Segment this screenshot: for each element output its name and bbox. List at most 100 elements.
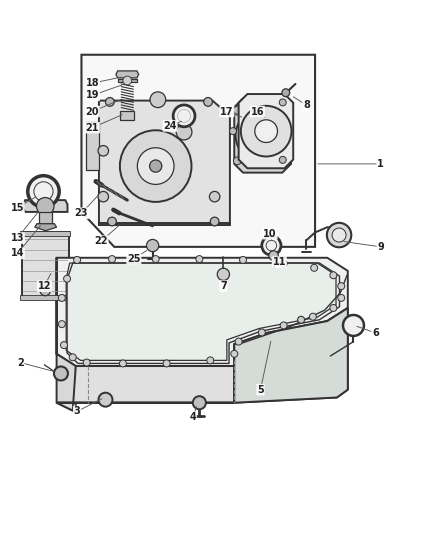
Polygon shape bbox=[118, 79, 137, 82]
Circle shape bbox=[235, 338, 242, 345]
Circle shape bbox=[280, 260, 287, 267]
Circle shape bbox=[209, 191, 220, 202]
Circle shape bbox=[279, 99, 286, 106]
Circle shape bbox=[147, 239, 159, 252]
Circle shape bbox=[152, 256, 159, 263]
Circle shape bbox=[109, 256, 116, 263]
Circle shape bbox=[332, 228, 346, 242]
Circle shape bbox=[58, 294, 65, 302]
Circle shape bbox=[120, 360, 127, 367]
Text: 15: 15 bbox=[11, 203, 24, 213]
Circle shape bbox=[36, 198, 54, 215]
Polygon shape bbox=[116, 71, 139, 78]
Circle shape bbox=[233, 106, 241, 114]
Text: 18: 18 bbox=[85, 78, 99, 88]
Text: 19: 19 bbox=[86, 91, 99, 100]
Circle shape bbox=[266, 240, 277, 251]
Circle shape bbox=[40, 285, 50, 296]
Text: 13: 13 bbox=[11, 233, 24, 243]
Polygon shape bbox=[57, 366, 234, 410]
Polygon shape bbox=[66, 263, 336, 360]
Circle shape bbox=[217, 268, 230, 280]
Circle shape bbox=[150, 160, 162, 172]
Circle shape bbox=[64, 275, 71, 282]
Circle shape bbox=[250, 123, 276, 149]
Circle shape bbox=[193, 396, 206, 409]
Text: 21: 21 bbox=[86, 123, 99, 133]
Circle shape bbox=[176, 124, 192, 140]
Text: 20: 20 bbox=[86, 107, 99, 117]
Circle shape bbox=[255, 120, 278, 142]
Circle shape bbox=[108, 217, 117, 226]
Circle shape bbox=[173, 105, 195, 127]
Circle shape bbox=[34, 182, 53, 201]
Circle shape bbox=[177, 109, 191, 123]
Circle shape bbox=[258, 131, 267, 140]
Text: 2: 2 bbox=[17, 358, 24, 368]
Polygon shape bbox=[234, 99, 291, 173]
Circle shape bbox=[28, 176, 59, 207]
Text: 10: 10 bbox=[263, 229, 277, 239]
Circle shape bbox=[284, 106, 292, 114]
Polygon shape bbox=[234, 308, 348, 403]
Circle shape bbox=[338, 282, 345, 289]
Text: 6: 6 bbox=[372, 328, 379, 338]
Polygon shape bbox=[20, 231, 70, 236]
Polygon shape bbox=[86, 123, 99, 171]
Text: 12: 12 bbox=[38, 281, 51, 291]
Circle shape bbox=[338, 294, 345, 302]
Circle shape bbox=[297, 316, 304, 323]
Circle shape bbox=[330, 304, 337, 311]
Circle shape bbox=[311, 264, 318, 271]
Circle shape bbox=[98, 191, 109, 202]
Polygon shape bbox=[57, 258, 76, 410]
Polygon shape bbox=[57, 308, 348, 403]
Circle shape bbox=[74, 256, 81, 263]
Polygon shape bbox=[39, 212, 52, 224]
Text: 3: 3 bbox=[74, 407, 81, 416]
Text: 17: 17 bbox=[220, 107, 233, 117]
Text: 24: 24 bbox=[163, 121, 177, 131]
Text: 22: 22 bbox=[94, 236, 108, 246]
Polygon shape bbox=[99, 101, 230, 225]
Circle shape bbox=[98, 146, 109, 156]
Text: 5: 5 bbox=[257, 385, 264, 394]
Circle shape bbox=[60, 342, 67, 349]
Circle shape bbox=[150, 92, 166, 108]
Text: 1: 1 bbox=[377, 159, 384, 169]
Circle shape bbox=[58, 321, 65, 328]
Circle shape bbox=[69, 354, 76, 361]
Text: 11: 11 bbox=[272, 257, 286, 267]
Text: 14: 14 bbox=[11, 248, 24, 259]
Circle shape bbox=[330, 272, 337, 279]
Polygon shape bbox=[239, 94, 293, 168]
Text: 8: 8 bbox=[303, 100, 310, 110]
Text: 9: 9 bbox=[377, 242, 384, 252]
Polygon shape bbox=[21, 231, 69, 299]
Circle shape bbox=[106, 98, 114, 106]
Circle shape bbox=[83, 359, 90, 366]
Polygon shape bbox=[20, 295, 70, 300]
Polygon shape bbox=[23, 200, 67, 212]
Circle shape bbox=[123, 76, 132, 85]
Text: 23: 23 bbox=[75, 208, 88, 218]
Polygon shape bbox=[120, 111, 134, 120]
Circle shape bbox=[207, 357, 214, 364]
Circle shape bbox=[204, 98, 212, 106]
Circle shape bbox=[163, 360, 170, 367]
Circle shape bbox=[210, 217, 219, 226]
Circle shape bbox=[282, 89, 290, 96]
Circle shape bbox=[262, 236, 281, 255]
Circle shape bbox=[99, 393, 113, 407]
Text: 25: 25 bbox=[127, 254, 141, 264]
Polygon shape bbox=[57, 258, 348, 366]
Circle shape bbox=[269, 251, 279, 261]
Circle shape bbox=[240, 256, 247, 263]
Circle shape bbox=[138, 148, 174, 184]
Circle shape bbox=[241, 106, 291, 157]
Circle shape bbox=[236, 108, 290, 163]
Text: 16: 16 bbox=[251, 107, 264, 117]
Circle shape bbox=[196, 256, 203, 263]
Circle shape bbox=[120, 130, 191, 202]
Text: 7: 7 bbox=[220, 281, 227, 291]
